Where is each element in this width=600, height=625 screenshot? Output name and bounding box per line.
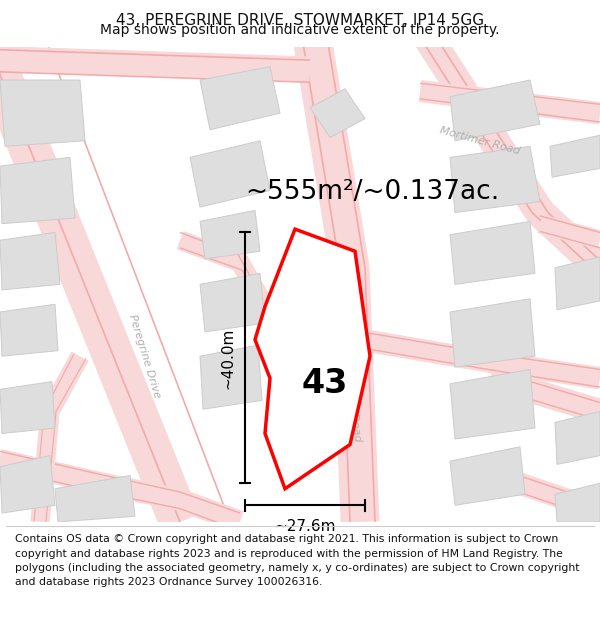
Text: ~27.6m: ~27.6m [274, 519, 336, 534]
Polygon shape [0, 456, 55, 513]
Polygon shape [190, 141, 270, 207]
Polygon shape [555, 483, 600, 522]
Polygon shape [450, 447, 525, 505]
Polygon shape [550, 135, 600, 178]
Polygon shape [450, 299, 535, 368]
Text: ~555m²/~0.137ac.: ~555m²/~0.137ac. [245, 179, 499, 206]
Polygon shape [0, 80, 85, 146]
Polygon shape [255, 229, 370, 489]
Polygon shape [0, 304, 58, 356]
Text: Contains OS data © Crown copyright and database right 2021. This information is : Contains OS data © Crown copyright and d… [15, 534, 580, 588]
Polygon shape [200, 273, 265, 332]
Polygon shape [200, 345, 262, 409]
Polygon shape [450, 146, 540, 212]
Polygon shape [200, 211, 260, 259]
Polygon shape [280, 332, 330, 394]
Polygon shape [555, 257, 600, 310]
Text: Mortimer Road: Mortimer Road [341, 359, 363, 442]
Polygon shape [450, 80, 540, 141]
Polygon shape [450, 221, 535, 284]
Text: Peregrine Drive: Peregrine Drive [127, 313, 163, 399]
Polygon shape [450, 369, 535, 439]
Polygon shape [0, 232, 60, 290]
Polygon shape [310, 89, 365, 138]
Text: ~40.0m: ~40.0m [220, 327, 235, 389]
Polygon shape [0, 382, 55, 434]
Polygon shape [200, 67, 280, 130]
Text: Map shows position and indicative extent of the property.: Map shows position and indicative extent… [100, 22, 500, 36]
Text: 43, PEREGRINE DRIVE, STOWMARKET, IP14 5GG: 43, PEREGRINE DRIVE, STOWMARKET, IP14 5G… [116, 13, 484, 28]
Polygon shape [55, 476, 135, 522]
Polygon shape [555, 411, 600, 464]
Text: Mortimer Road: Mortimer Road [439, 125, 521, 156]
Text: 43: 43 [302, 368, 348, 400]
Polygon shape [0, 158, 75, 224]
